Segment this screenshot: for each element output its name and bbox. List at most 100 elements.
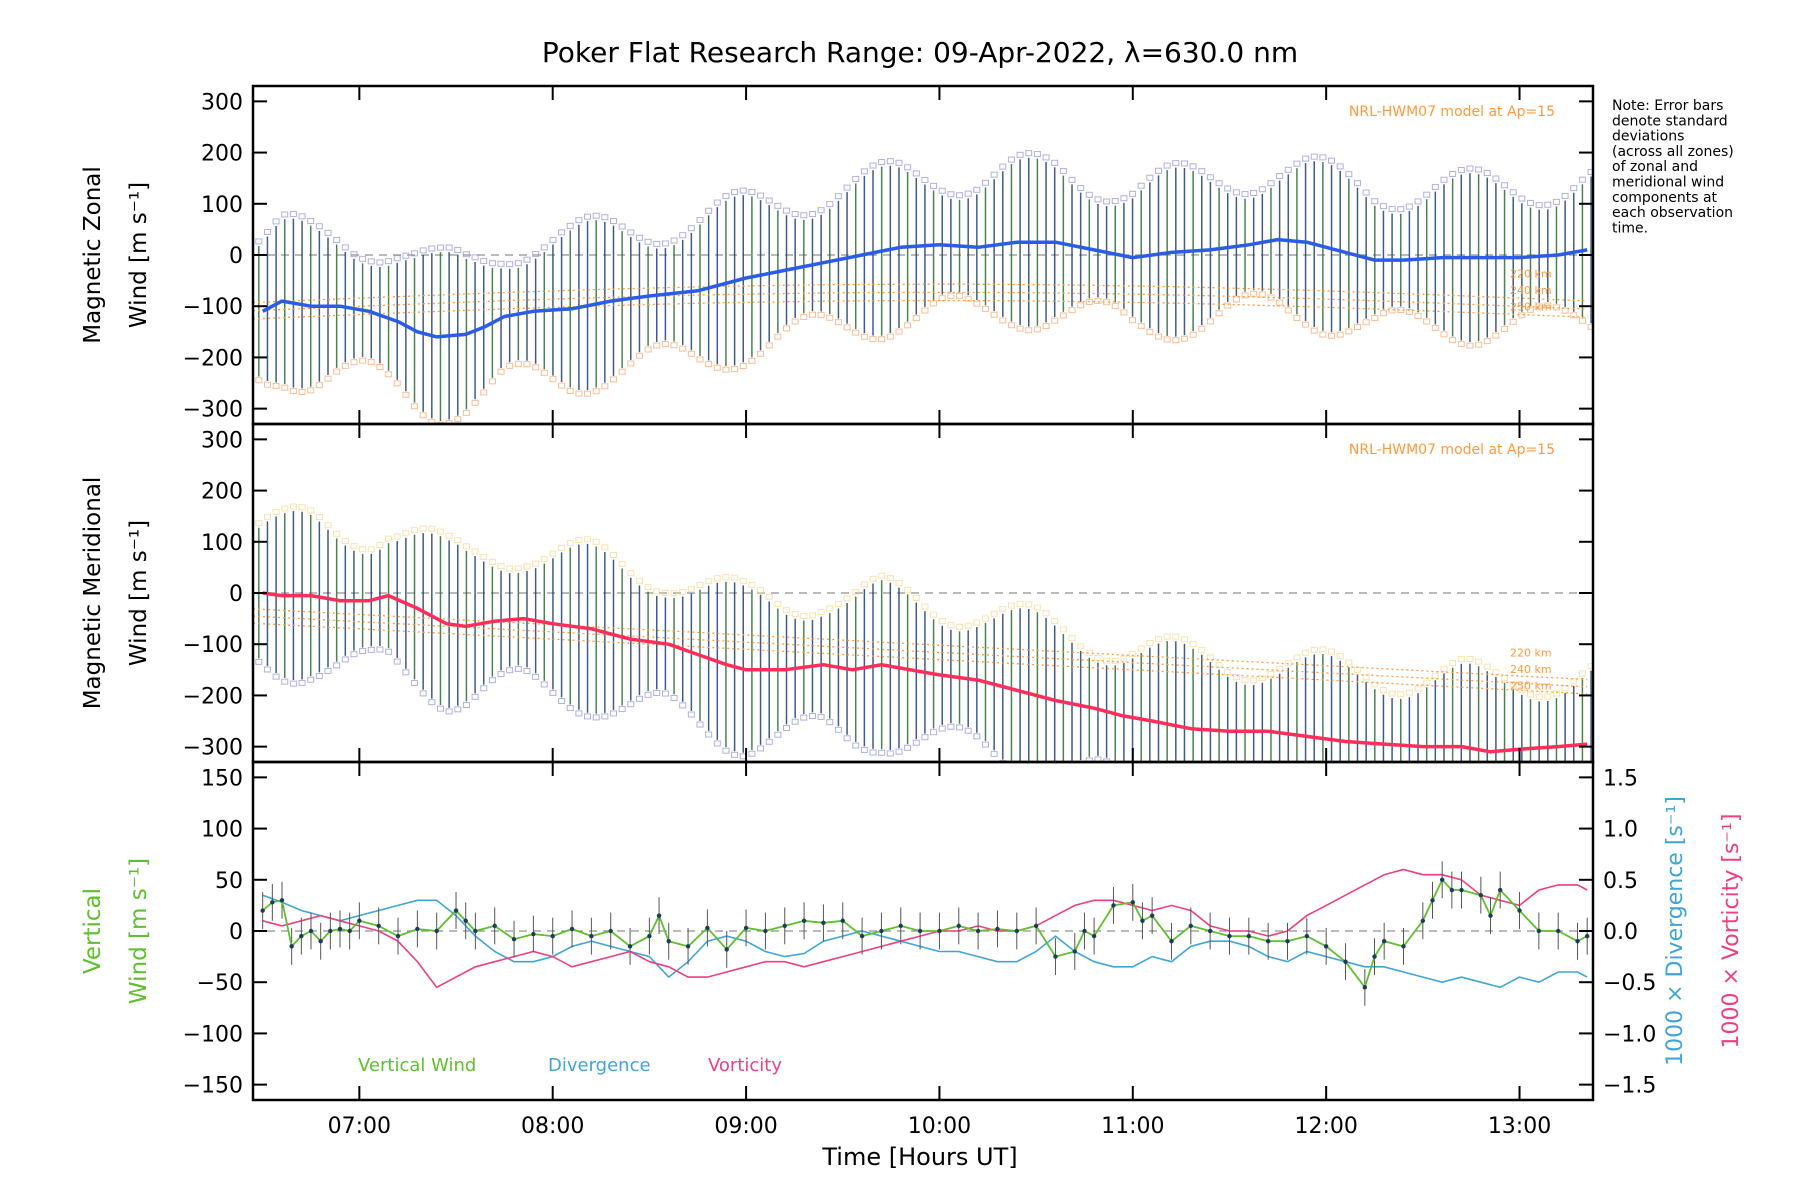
zone-sample-marker — [1466, 165, 1474, 172]
zone-sample-marker — [731, 189, 739, 196]
zone-sample-marker — [852, 175, 860, 182]
zone-sample-marker — [272, 218, 280, 225]
zone-sample-marker — [765, 197, 773, 204]
zone-sample-marker — [1025, 327, 1033, 334]
zone-sample-marker — [860, 581, 868, 588]
vertical-wind-point — [270, 900, 275, 905]
zone-sample-marker — [731, 751, 739, 758]
zone-sample-marker — [1311, 821, 1317, 826]
zone-sample-marker — [462, 702, 470, 709]
vertical-wind-panel: Vertical Wind Divergence Vorticity −1.5 −1.0… — [80, 760, 1744, 1102]
vertical-wind-point — [705, 925, 710, 931]
zone-sample-marker — [1250, 190, 1258, 197]
zone-sample-marker — [1242, 779, 1248, 784]
zone-sample-marker — [973, 300, 981, 307]
zone-sample-marker — [679, 345, 687, 352]
zone-sample-marker — [661, 341, 669, 348]
zone-sample-marker — [956, 623, 964, 630]
y-axis-tick-label: −200 — [183, 346, 243, 371]
vertical-wind-point — [1343, 959, 1348, 964]
model-altitude-label: 220 km — [1510, 268, 1552, 281]
zone-sample-marker — [385, 371, 393, 378]
zone-sample-marker — [800, 212, 808, 219]
zone-sample-marker — [886, 158, 894, 165]
vertical-wind-point — [666, 939, 671, 944]
vertical-wind-point — [434, 928, 439, 934]
zone-sample-marker — [315, 672, 323, 679]
zone-sample-marker — [1285, 801, 1291, 806]
note-line: each observation — [1612, 205, 1733, 221]
zone-sample-marker — [445, 708, 453, 715]
zone-sample-marker — [402, 391, 410, 398]
zone-sample-marker — [1258, 291, 1266, 298]
zone-sample-marker — [592, 388, 600, 395]
zone-sample-marker — [298, 388, 306, 395]
zone-sample-marker — [1232, 189, 1240, 196]
vertical-wind-point — [763, 928, 768, 934]
zone-sample-marker — [687, 711, 695, 718]
zone-sample-marker — [1007, 156, 1015, 163]
zone-sample-marker — [964, 622, 972, 629]
vertical-wind-point — [1149, 913, 1155, 918]
zone-sample-marker — [1224, 302, 1232, 309]
zone-sample-marker — [1329, 824, 1335, 829]
zone-sample-marker — [1457, 656, 1465, 663]
zone-sample-marker — [592, 714, 600, 721]
zone-sample-marker — [1294, 809, 1300, 814]
zone-sample-marker — [1068, 635, 1076, 642]
zone-sample-marker — [1284, 307, 1292, 314]
zone-sample-marker — [1130, 778, 1136, 783]
zone-sample-marker — [376, 259, 384, 266]
x-axis-tick-label: 12:00 — [1294, 1114, 1357, 1139]
zone-sample-marker — [1190, 810, 1196, 815]
zone-sample-marker — [1345, 659, 1353, 666]
zone-sample-marker — [990, 171, 998, 178]
zone-sample-marker — [973, 619, 981, 626]
zone-sample-marker — [1552, 690, 1560, 697]
zone-sample-marker — [411, 527, 419, 534]
vertical-wind-point — [357, 918, 362, 923]
zone-sample-marker — [1354, 811, 1360, 816]
zonal-wind-panel: NRL-HWM07 model at Ap=15 220 km 240 km 250 … — [80, 84, 1595, 426]
note-line: Note: Error bars — [1612, 98, 1723, 114]
zone-sample-marker — [609, 217, 617, 224]
zone-sample-marker — [1120, 309, 1128, 316]
vertical-wind-point — [995, 926, 1000, 932]
zone-sample-marker — [350, 359, 358, 366]
zone-sample-marker — [938, 725, 946, 732]
zone-sample-marker — [1016, 151, 1024, 158]
zone-sample-marker — [1206, 174, 1214, 181]
zone-sample-marker — [1094, 297, 1102, 304]
zone-sample-marker — [1578, 176, 1586, 183]
zone-sample-marker — [575, 390, 583, 397]
zone-sample-marker — [601, 544, 609, 551]
zone-sample-marker — [869, 575, 877, 582]
zone-sample-marker — [324, 667, 332, 674]
model-curve — [253, 608, 1588, 681]
zone-sample-marker — [1077, 643, 1085, 650]
zone-sample-marker — [843, 324, 851, 331]
meridional-wind-panel: NRL-HWM07 model at Ap=15 220 km 240 km 250 … — [80, 422, 1595, 829]
vertical-wind-point — [1362, 985, 1368, 990]
zone-sample-marker — [454, 706, 462, 713]
y-axis-label-line2: Wind [m s⁻¹] — [126, 182, 152, 328]
zone-sample-marker — [350, 651, 358, 658]
vertical-wind-point — [569, 926, 575, 932]
zone-sample-marker — [1431, 184, 1439, 191]
zone-sample-marker — [783, 607, 791, 614]
zone-sample-marker — [679, 588, 687, 595]
zone-sample-marker — [307, 507, 315, 514]
zone-sample-marker — [661, 240, 669, 247]
zone-sample-marker — [1042, 154, 1050, 161]
zone-sample-marker — [791, 318, 799, 325]
zone-sample-marker — [999, 317, 1007, 324]
zone-sample-marker — [783, 325, 791, 332]
zone-sample-marker — [1492, 175, 1500, 182]
zone-sample-marker — [1276, 172, 1284, 179]
zone-sample-marker — [938, 295, 946, 302]
zone-sample-marker — [272, 383, 280, 390]
zone-sample-marker — [817, 713, 825, 720]
zone-sample-marker — [1371, 315, 1379, 322]
vorticity-line — [262, 868, 1588, 989]
zone-sample-marker — [462, 251, 470, 258]
